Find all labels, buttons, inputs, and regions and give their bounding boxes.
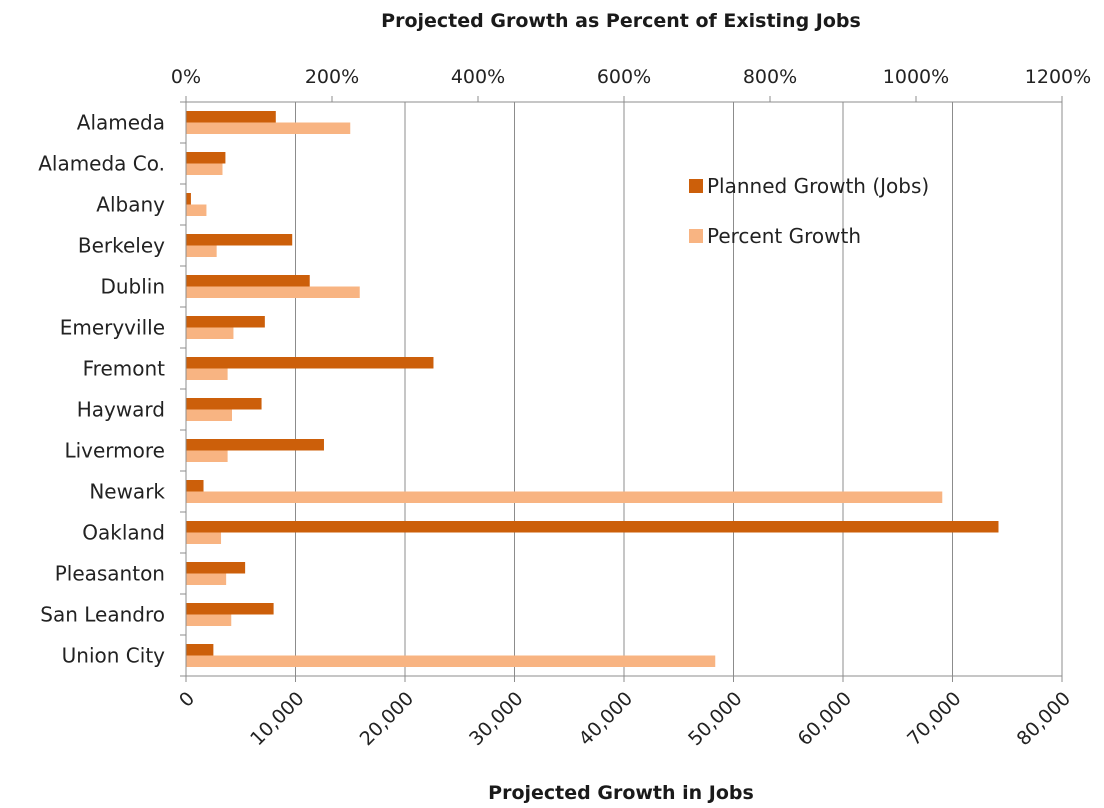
- bar-percent-growth: [186, 533, 221, 545]
- bar-planned-growth: [186, 439, 324, 451]
- bar-planned-growth: [186, 521, 998, 533]
- bar-percent-growth: [186, 615, 231, 627]
- bar-planned-growth: [186, 152, 225, 164]
- bar-planned-growth: [186, 603, 274, 615]
- legend-swatch-planned-growth: [689, 179, 703, 193]
- primary-x-tick-label: 60,000: [794, 688, 857, 751]
- category-label: San Leandro: [40, 603, 165, 627]
- secondary-x-tick-label: 1200%: [1025, 66, 1091, 88]
- bar-percent-growth: [186, 451, 228, 463]
- category-label: Union City: [62, 644, 166, 668]
- category-label: Pleasanton: [55, 562, 165, 586]
- primary-x-tick-label: 50,000: [684, 688, 747, 751]
- bar-planned-growth: [186, 480, 204, 492]
- bar-percent-growth: [186, 205, 206, 217]
- primary-x-tick-label: 80,000: [1013, 688, 1076, 751]
- bar-percent-growth: [186, 410, 232, 422]
- category-label: Newark: [89, 480, 165, 504]
- secondary-x-tick-label: 200%: [305, 66, 359, 88]
- bar-planned-growth: [186, 357, 433, 369]
- bar-planned-growth: [186, 193, 191, 205]
- category-label: Oakland: [82, 521, 165, 545]
- primary-x-tick-label: 70,000: [903, 688, 966, 751]
- bar-percent-growth: [186, 246, 217, 258]
- legend: Planned Growth (Jobs) Percent Growth: [689, 174, 929, 248]
- secondary-x-tick-label: 0%: [171, 66, 201, 88]
- bar-planned-growth: [186, 111, 276, 123]
- category-label: Livermore: [64, 439, 165, 463]
- bar-percent-growth: [186, 287, 360, 299]
- secondary-x-tick-label: 800%: [743, 66, 797, 88]
- gridlines: [296, 102, 1063, 676]
- bar-planned-growth: [186, 562, 245, 574]
- bar-planned-growth: [186, 234, 292, 246]
- axes: [180, 96, 1062, 682]
- bar-planned-growth: [186, 316, 265, 328]
- secondary-x-tick-labels: 0% 200% 400% 600% 800% 1000% 1200%: [171, 66, 1091, 88]
- x-axis-title: Projected Growth in Jobs: [488, 782, 754, 804]
- secondary-x-tick-label: 1000%: [883, 66, 949, 88]
- category-label: Dublin: [100, 275, 165, 299]
- primary-x-tick-label: 30,000: [465, 688, 528, 751]
- bar-planned-growth: [186, 644, 213, 656]
- legend-swatch-percent-growth: [689, 229, 703, 243]
- category-label: Berkeley: [78, 234, 165, 258]
- bar-percent-growth: [186, 164, 223, 176]
- category-label: Alameda Co.: [38, 152, 165, 176]
- secondary-x-tick-label: 400%: [451, 66, 505, 88]
- primary-x-tick-labels: 0 10,000 20,000 30,000 40,000 50,000 60,000 70,…: [175, 688, 1075, 751]
- category-labels: Alameda Alameda Co. Albany Berkeley Dublin Em…: [38, 111, 165, 668]
- bar-planned-growth: [186, 398, 262, 410]
- bar-percent-growth: [186, 369, 228, 381]
- category-label: Albany: [96, 193, 165, 217]
- category-label: Emeryville: [60, 316, 165, 340]
- bar-percent-growth: [186, 492, 942, 504]
- category-label: Alameda: [77, 111, 165, 135]
- primary-x-tick-label: 10,000: [246, 688, 309, 751]
- primary-x-tick-label: 40,000: [575, 688, 638, 751]
- chart-title: Projected Growth as Percent of Existing …: [381, 10, 861, 32]
- category-label: Fremont: [83, 357, 166, 381]
- legend-label-planned-growth: Planned Growth (Jobs): [707, 174, 929, 198]
- primary-x-tick-label: 20,000: [356, 688, 419, 751]
- bar-percent-growth: [186, 123, 350, 135]
- category-label: Hayward: [77, 398, 165, 422]
- bar-percent-growth: [186, 328, 233, 340]
- bar-planned-growth: [186, 275, 310, 287]
- primary-x-tick-label: 0: [175, 688, 199, 712]
- bar-percent-growth: [186, 574, 226, 586]
- legend-label-percent-growth: Percent Growth: [707, 224, 861, 248]
- bar-percent-growth: [186, 656, 715, 668]
- secondary-x-tick-label: 600%: [597, 66, 651, 88]
